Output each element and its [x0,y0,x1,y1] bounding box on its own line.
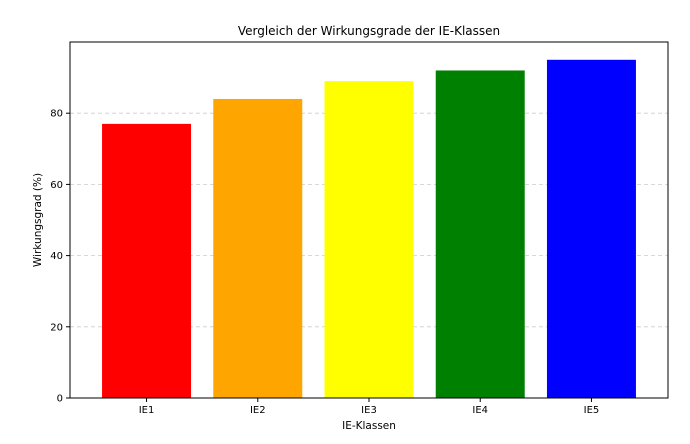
y-tick-label: 60 [50,180,63,191]
x-tick-label: IE5 [584,405,600,416]
y-tick-label: 40 [50,251,63,262]
bar-ie5 [546,59,636,399]
y-axis-label: Wirkungsgrad (%) [32,173,44,267]
bar-ie1 [102,123,192,398]
y-tick-label: 80 [50,109,63,120]
bar-ie3 [324,81,414,398]
x-tick-label: IE3 [361,405,377,416]
y-axis: 0 20 40 60 80 [50,109,70,405]
x-tick-label: IE1 [139,405,155,416]
bar-ie2 [213,98,303,399]
chart-title: Vergleich der Wirkungsgrade der IE-Klass… [238,24,500,38]
x-tick-label: IE2 [250,405,266,416]
y-tick-label: 20 [50,322,63,333]
y-tick-label: 0 [57,394,63,405]
x-axis: IE1 IE2 IE3 IE4 IE5 [139,398,600,416]
x-tick-label: IE4 [472,405,488,416]
bars-layer [102,59,636,399]
x-axis-label: IE-Klassen [342,420,396,432]
bar-ie4 [435,70,525,398]
